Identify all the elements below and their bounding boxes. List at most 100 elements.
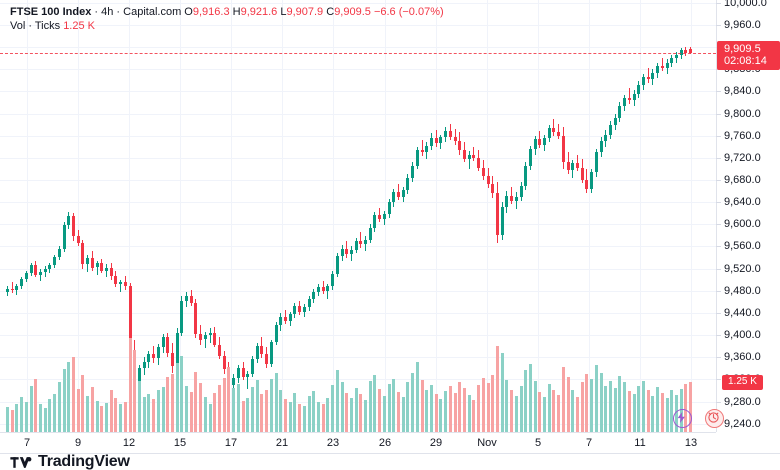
time-axis-label: 13: [684, 437, 698, 449]
candle-body: [138, 368, 141, 382]
legend-volume-row[interactable]: Vol · Ticks 1.25 K: [10, 19, 444, 33]
candle-body: [124, 281, 127, 287]
price-axis-label: 9,600.0: [724, 218, 761, 230]
volume-bar: [67, 361, 70, 432]
alert-clock-icon[interactable]: [705, 409, 724, 428]
candle-wick: [469, 151, 470, 169]
candle-body: [543, 137, 546, 145]
volume-bar: [534, 380, 537, 432]
volume-bar: [505, 379, 508, 432]
candle-body: [661, 65, 664, 69]
price-axis-tick: [716, 335, 721, 336]
candle-wick: [106, 264, 107, 278]
legend-sep-1: ·: [94, 6, 99, 18]
price-axis-tick: [716, 158, 721, 159]
price-axis-label: 9,800.0: [724, 108, 761, 120]
candle-body: [538, 139, 541, 145]
volume-bar: [614, 388, 617, 432]
candle-body: [53, 256, 56, 265]
candle-body: [44, 269, 47, 272]
volume-bar: [232, 388, 235, 432]
time-axis[interactable]: 7 9 12 15 17 21 23 26 29 Nov 5 7 11 13: [0, 432, 780, 454]
candle-wick: [379, 207, 380, 223]
candle-wick: [97, 260, 98, 276]
volume-bar: [454, 392, 457, 432]
candle-body: [218, 345, 221, 357]
candle-body: [350, 249, 353, 255]
volume-bar: [308, 396, 311, 432]
volume-bar: [557, 395, 560, 432]
volume-bar: [133, 350, 136, 432]
gridline-horizontal: [0, 91, 716, 92]
candle-wick: [558, 123, 559, 139]
time-axis-label: 7: [23, 437, 31, 449]
candle-wick: [205, 331, 206, 349]
price-axis-tick: [716, 136, 721, 137]
chart-gridlines: [0, 0, 716, 432]
volume-bar: [689, 382, 692, 432]
candle-wick: [648, 68, 649, 83]
candle-body: [439, 136, 442, 144]
volume-bar: [562, 367, 565, 432]
legend-symbol[interactable]: FTSE 100 Index: [10, 6, 92, 18]
legend-volume-value: 1.25 K: [63, 20, 95, 32]
candle-body: [406, 177, 409, 190]
candle-body: [600, 141, 603, 153]
price-axis-label: 9,400.0: [724, 329, 761, 341]
gridline-vertical: [231, 0, 232, 432]
candle-body: [487, 175, 490, 185]
legend-high-key: H: [232, 6, 241, 18]
gridline-vertical: [180, 0, 181, 432]
gridline-horizontal: [0, 3, 716, 4]
volume-bar: [369, 381, 372, 432]
candle-body: [604, 134, 607, 142]
legend-low-value: 9,907.9: [286, 6, 324, 18]
candle-body: [293, 306, 296, 315]
price-axis-label: 9,520.0: [724, 263, 761, 275]
volume-bar: [656, 386, 659, 432]
candle-body: [96, 263, 99, 268]
legend-volume-title[interactable]: Vol · Ticks: [10, 20, 61, 32]
candle-body: [72, 216, 75, 237]
volume-bar: [110, 389, 113, 432]
candle-body: [458, 141, 461, 151]
volume-bar: [199, 382, 202, 432]
volume-bar: [58, 382, 61, 432]
legend-interval[interactable]: 4h: [101, 6, 114, 18]
candle-body: [180, 300, 183, 333]
tradingview-logo[interactable]: TradingView: [10, 454, 130, 470]
volume-bar: [510, 390, 513, 432]
volume-bar: [472, 400, 475, 432]
volume-bar: [463, 388, 466, 432]
candle-body: [105, 267, 108, 271]
candle-wick: [577, 154, 578, 172]
price-axis-divider: [716, 0, 717, 432]
volume-bar: [336, 369, 339, 432]
volume-bar: [567, 376, 570, 432]
bar-countdown: 02:08:14: [724, 55, 767, 67]
volume-bar: [242, 400, 245, 432]
legend-ohlc: O9,916.3 H9,921.6 L9,907.9 C9,909.5 −6.6…: [184, 6, 443, 18]
legend-title-row[interactable]: FTSE 100 Index · 4h · Capital.com O9,916…: [10, 5, 444, 19]
gridline-horizontal: [0, 202, 716, 203]
gridline-horizontal: [0, 47, 716, 48]
volume-bar: [647, 390, 650, 432]
gridline-horizontal: [0, 25, 716, 26]
price-axis-label: 9,760.0: [724, 130, 761, 142]
time-axis-label: 15: [173, 437, 187, 449]
volume-bar: [345, 392, 348, 432]
volume-bar: [600, 372, 603, 432]
chart-pane[interactable]: [0, 0, 716, 432]
lightning-bolt-icon[interactable]: [673, 409, 692, 428]
volume-bar: [515, 396, 518, 432]
candle-body: [58, 248, 61, 257]
price-axis[interactable]: 10,000.09,960.09,920.09,880.09,840.09,80…: [716, 0, 780, 432]
volume-bar: [548, 384, 551, 432]
gridline-horizontal: [0, 269, 716, 270]
candle-body: [515, 196, 518, 202]
legend-source[interactable]: Capital.com: [123, 6, 182, 18]
volume-bar: [53, 393, 56, 432]
volume-bar: [77, 388, 80, 432]
volume-bar: [595, 364, 598, 432]
gridline-vertical: [487, 0, 488, 432]
